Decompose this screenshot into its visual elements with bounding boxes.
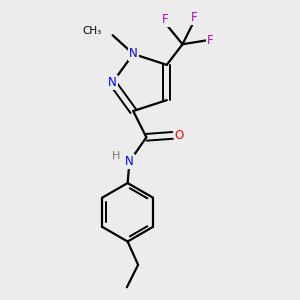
Text: CH₃: CH₃ xyxy=(82,26,101,36)
Text: F: F xyxy=(190,11,197,25)
Text: N: N xyxy=(108,76,117,89)
Text: O: O xyxy=(175,129,184,142)
Text: F: F xyxy=(207,34,214,47)
Text: N: N xyxy=(129,47,138,61)
Text: H: H xyxy=(112,151,120,161)
Text: F: F xyxy=(162,14,169,26)
Text: N: N xyxy=(125,155,134,168)
